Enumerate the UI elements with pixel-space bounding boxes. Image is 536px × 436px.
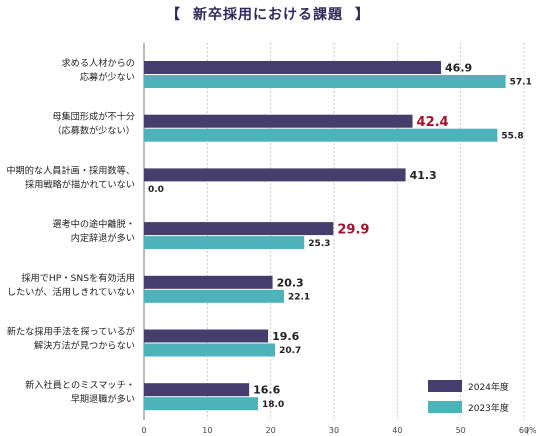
category-label: 新たな採用手法を探っているが	[7, 326, 135, 338]
data-label: 22.1	[288, 293, 310, 303]
data-label: 0.0	[148, 185, 164, 195]
data-label: 20.7	[279, 346, 301, 356]
data-label: 19.6	[272, 330, 299, 343]
category-label: 採用でHP・SNSを有効活用	[21, 272, 135, 284]
category-label: 応募が少ない	[80, 71, 135, 83]
legend-label: 2024年度	[468, 381, 509, 393]
bar-series-2	[144, 289, 284, 303]
bar-series-1	[144, 168, 406, 182]
category-label: 内定辞退が多い	[71, 232, 135, 244]
legend-swatch	[428, 401, 462, 413]
data-label: 16.6	[253, 384, 280, 397]
category-label: 解決方法が見つからない	[34, 340, 135, 352]
data-label: 20.3	[277, 276, 304, 289]
data-label: 55.8	[501, 131, 523, 141]
bar-series-1	[144, 222, 334, 236]
x-tick-label: 60	[519, 426, 529, 435]
category-label: したいが、活用しきれていない	[7, 286, 135, 298]
title-open-bracket: 【	[166, 7, 181, 23]
data-label: 18.0	[262, 400, 284, 410]
bar-series-1	[144, 61, 442, 74]
legend-swatch	[428, 380, 462, 392]
bar-series-1	[144, 114, 413, 128]
x-tick-label: 0	[141, 426, 146, 435]
bar-series-1	[144, 383, 250, 397]
bar-series-2	[144, 236, 305, 250]
x-tick-label: 40	[392, 426, 402, 435]
bar-series-2	[144, 75, 506, 88]
chart-title: 【新卒採用における課題】	[0, 4, 536, 24]
bar-series-2	[144, 343, 276, 357]
category-label: 選考中の途中離脱・	[52, 218, 135, 230]
x-axis-unit: (%)	[526, 426, 536, 435]
bar-series-1	[144, 275, 273, 289]
x-tick-label: 50	[456, 426, 466, 435]
category-label: 母集団形成が不十分	[52, 111, 135, 123]
data-label: 41.3	[410, 169, 437, 182]
legend-label: 2023年度	[468, 402, 509, 414]
bar-series-2	[144, 397, 258, 411]
title-text: 新卒採用における課題	[193, 7, 343, 23]
x-tick-label: 10	[202, 426, 212, 435]
category-label: 採用戦略が描かれていない	[25, 178, 135, 190]
bar-series-1	[144, 329, 269, 343]
data-label: 25.3	[308, 239, 330, 249]
bar-series-2	[144, 128, 498, 142]
x-tick-label: 20	[266, 426, 276, 435]
category-label: （応募数が少ない）	[52, 125, 135, 137]
title-close-bracket: 】	[355, 7, 370, 23]
category-label: 新入社員とのミスマッチ・	[25, 379, 135, 391]
category-label: 早期退職が多い	[71, 393, 135, 405]
category-label: 求める人材からの	[62, 57, 136, 69]
data-label: 42.4	[417, 115, 449, 130]
data-label: 46.9	[445, 61, 472, 74]
data-label: 29.9	[337, 222, 369, 237]
data-label: 57.1	[510, 78, 532, 88]
category-label: 中期的な人員計画・採用数等、	[6, 164, 135, 176]
x-tick-label: 30	[329, 426, 339, 435]
